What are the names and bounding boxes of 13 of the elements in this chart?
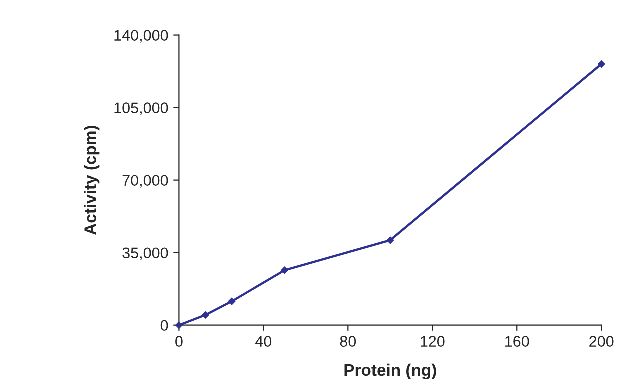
x-axis-title: Protein (ng) <box>344 364 436 380</box>
x-tick-label: 0 <box>176 336 183 347</box>
x-tick-label: 160 <box>506 336 530 347</box>
x-tick-label: 120 <box>421 336 445 347</box>
y-tick-label: 105,000 <box>114 102 168 116</box>
x-tick-label: 80 <box>340 336 356 347</box>
y-tick-label: 140,000 <box>114 30 168 43</box>
y-tick-label: 70,000 <box>122 175 168 188</box>
y-axis-title: Activity (cpm) <box>84 126 100 236</box>
x-tick-label: 200 <box>590 336 614 347</box>
x-tick-label: 40 <box>256 336 272 347</box>
y-tick-label: 0 <box>160 320 168 332</box>
y-tick-label: 35,000 <box>122 248 168 260</box>
